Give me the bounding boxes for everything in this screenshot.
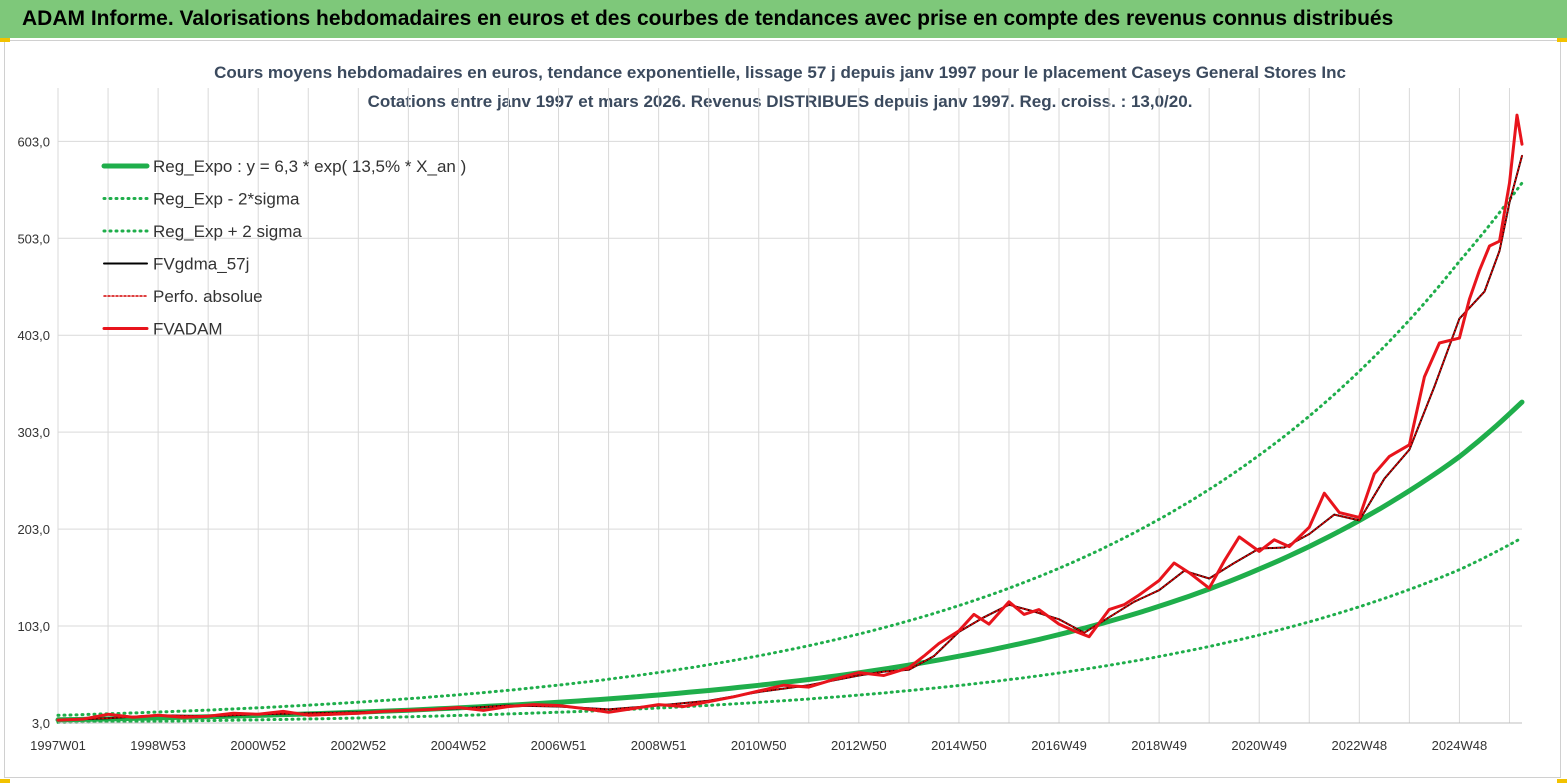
legend-label-0: Reg_Expo : y = 6,3 * exp( 13,5% * X_an ) <box>153 157 466 176</box>
y-tick-label: 403,0 <box>17 328 50 343</box>
series-line-2 <box>56 181 1524 717</box>
y-tick-label: 3,0 <box>32 716 50 731</box>
y-tick-label: 603,0 <box>17 134 50 149</box>
series-layer <box>55 113 1525 724</box>
frame-corner-bl <box>0 779 10 783</box>
legend-label-5: FVADAM <box>153 320 223 339</box>
x-tick-label: 2020W49 <box>1231 738 1287 753</box>
chart-title: Cours moyens hebdomadaires en euros, ten… <box>214 63 1346 82</box>
series-line-0 <box>55 399 1525 723</box>
x-tick-label: 2010W50 <box>731 738 787 753</box>
x-tick-label: 2014W50 <box>931 738 987 753</box>
y-tick-label: 203,0 <box>17 522 50 537</box>
y-tick-label: 103,0 <box>17 619 50 634</box>
y-tick-label: 303,0 <box>17 425 50 440</box>
report-banner: ADAM Informe. Valorisations hebdomadaire… <box>0 0 1567 38</box>
x-tick-label: 1997W01 <box>30 738 86 753</box>
x-tick-label: 2012W50 <box>831 738 887 753</box>
x-tick-label: 1998W53 <box>130 738 186 753</box>
chart-subtitle: Cotations entre janv 1997 et mars 2026. … <box>367 92 1193 111</box>
legend-label-4: Perfo. absolue <box>153 287 263 306</box>
frame-corner-br <box>1557 779 1567 783</box>
legend-label-3: FVgdma_57j <box>153 255 249 274</box>
frame-corner-tr <box>1557 38 1567 42</box>
x-tick-label: 2002W52 <box>330 738 386 753</box>
legend-layer: Reg_Expo : y = 6,3 * exp( 13,5% * X_an )… <box>101 157 466 339</box>
x-tick-label: 2024W48 <box>1432 738 1488 753</box>
x-tick-label: 2022W48 <box>1332 738 1388 753</box>
grid-layer <box>57 88 1522 724</box>
legend-label-2: Reg_Exp + 2 sigma <box>153 222 302 241</box>
frame-corner-tl <box>0 38 10 42</box>
x-tick-label: 2006W51 <box>531 738 587 753</box>
axis-layer: 3,0 103,0 203,0 303,0 403,0 503,0 603,0 1997W01… <box>17 134 1522 753</box>
series-line-5 <box>56 113 1524 722</box>
chart-frame <box>4 40 1561 778</box>
series-line-1 <box>56 536 1524 724</box>
x-tick-label: 2000W52 <box>230 738 286 753</box>
x-tick-label: 2016W49 <box>1031 738 1087 753</box>
y-tick-label: 503,0 <box>17 231 50 246</box>
x-tick-label: 2018W49 <box>1131 738 1187 753</box>
x-tick-label: 2008W51 <box>631 738 687 753</box>
legend-label-1: Reg_Exp - 2*sigma <box>153 190 300 209</box>
x-tick-label: 2004W52 <box>431 738 487 753</box>
